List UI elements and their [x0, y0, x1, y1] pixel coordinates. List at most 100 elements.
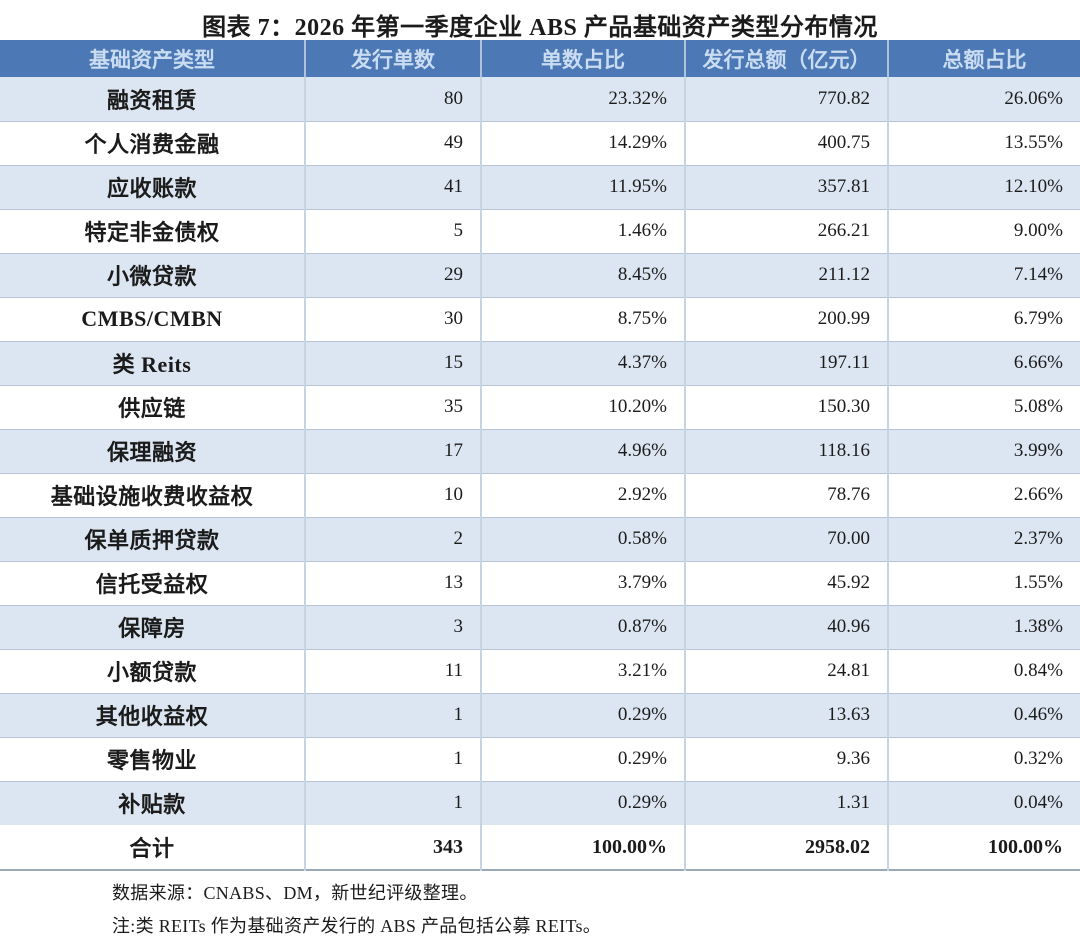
category-cell: 类 Reits	[0, 341, 306, 385]
footnotes: 数据来源：CNABS、DM，新世纪评级整理。 注:类 REITs 作为基础资产发…	[112, 884, 1080, 935]
column-header-count-share: 单数占比	[481, 40, 686, 77]
table-row: 保理融资 17 4.96% 118.16 3.99%	[0, 429, 1080, 473]
amount-share-cell: 0.46%	[1013, 704, 1063, 725]
count-share-cell: 10.20%	[481, 385, 686, 429]
table-row: 融资租赁 80 23.32% 770.82 26.06%	[0, 77, 1080, 121]
count-share-cell: 0.87%	[481, 605, 686, 649]
total-label-cell: 合计	[0, 825, 306, 870]
total-amount-cell: 118.16	[685, 429, 889, 473]
issue-count-cell: 3	[305, 605, 482, 649]
issue-count-cell: 17	[305, 429, 482, 473]
category-cell: 应收账款	[0, 165, 306, 209]
issue-count-cell: 30	[305, 297, 482, 341]
total-amount-cell: 45.92	[685, 561, 889, 605]
issue-count-cell: 1	[305, 737, 482, 781]
table-row: 供应链 35 10.20% 150.30 5.08%	[0, 385, 1080, 429]
table-row: 保单质押贷款 2 0.58% 70.00 2.37%	[0, 517, 1080, 561]
amount-share-cell: 6.66%	[1013, 352, 1063, 373]
category-cell: 融资租赁	[0, 77, 306, 121]
count-share-cell: 0.29%	[481, 693, 686, 737]
table-row: 类 Reits 15 4.37% 197.11 6.66%	[0, 341, 1080, 385]
issue-count-cell: 5	[305, 209, 482, 253]
table-row: 特定非金债权 5 1.46% 266.21 9.00%	[0, 209, 1080, 253]
total-amount-cell: 13.63	[685, 693, 889, 737]
count-share-cell: 4.37%	[481, 341, 686, 385]
amount-share-cell: 2.66%	[1013, 484, 1063, 505]
count-share-cell: 8.45%	[481, 253, 686, 297]
count-share-cell: 3.21%	[481, 649, 686, 693]
category-cell: 基础设施收费收益权	[0, 473, 306, 517]
count-share-cell: 23.32%	[481, 77, 686, 121]
column-header-amount-share: 总额占比	[888, 40, 1080, 77]
table-body: 融资租赁 80 23.32% 770.82 26.06% 个人消费金融 49 1…	[0, 77, 1080, 825]
table-row: 信托受益权 13 3.79% 45.92 1.55%	[0, 561, 1080, 605]
amount-share-cell: 0.04%	[1013, 792, 1063, 814]
category-cell: 小额贷款	[0, 649, 306, 693]
amount-share-cell: 12.10%	[1004, 176, 1063, 197]
count-share-cell: 8.75%	[481, 297, 686, 341]
issue-count-cell: 80	[305, 77, 482, 121]
amount-share-cell: 1.55%	[1013, 572, 1063, 593]
total-count-share-cell: 100.00%	[481, 825, 686, 870]
issue-count-cell: 1	[305, 781, 482, 825]
count-share-cell: 1.46%	[481, 209, 686, 253]
amount-share-cell: 2.37%	[1013, 528, 1063, 549]
count-share-cell: 14.29%	[481, 121, 686, 165]
count-share-cell: 3.79%	[481, 561, 686, 605]
issue-count-cell: 11	[305, 649, 482, 693]
total-row: 合计 343 100.00% 2958.02 100.00%	[0, 825, 1080, 870]
total-amount-cell: 1.31	[685, 781, 889, 825]
total-count-cell: 343	[305, 825, 482, 870]
count-share-cell: 0.29%	[481, 737, 686, 781]
data-source-note: 数据来源：CNABS、DM，新世纪评级整理。	[112, 883, 478, 903]
total-amount-cell: 78.76	[685, 473, 889, 517]
table-row: 零售物业 1 0.29% 9.36 0.32%	[0, 737, 1080, 781]
issue-count-cell: 41	[305, 165, 482, 209]
category-cell: 保理融资	[0, 429, 306, 473]
issue-count-cell: 15	[305, 341, 482, 385]
total-amount-cell: 70.00	[685, 517, 889, 561]
total-amount-cell: 200.99	[685, 297, 889, 341]
issue-count-cell: 35	[305, 385, 482, 429]
total-amount-cell: 266.21	[685, 209, 889, 253]
table-row: 小微贷款 29 8.45% 211.12 7.14%	[0, 253, 1080, 297]
category-cell: 特定非金债权	[0, 209, 306, 253]
amount-share-cell: 7.14%	[1013, 264, 1063, 285]
category-cell: 零售物业	[0, 737, 306, 781]
issue-count-cell: 29	[305, 253, 482, 297]
issue-count-cell: 10	[305, 473, 482, 517]
amount-share-cell: 6.79%	[1013, 308, 1063, 329]
table-row: 个人消费金融 49 14.29% 400.75 13.55%	[0, 121, 1080, 165]
amount-share-cell: 0.84%	[1013, 660, 1063, 681]
table-row: 应收账款 41 11.95% 357.81 12.10%	[0, 165, 1080, 209]
total-amount-cell: 770.82	[685, 77, 889, 121]
count-share-cell: 2.92%	[481, 473, 686, 517]
issue-count-cell: 49	[305, 121, 482, 165]
table-row: 保障房 3 0.87% 40.96 1.38%	[0, 605, 1080, 649]
total-amount-cell: 150.30	[685, 385, 889, 429]
remark-note: 注:类 REITs 作为基础资产发行的 ABS 产品包括公募 REITs。	[112, 916, 602, 936]
column-header-asset-type: 基础资产类型	[0, 40, 306, 77]
category-cell: 信托受益权	[0, 561, 306, 605]
asset-type-table: 基础资产类型 发行单数 单数占比 发行总额（亿元） 总额占比 融资租赁 80 2…	[0, 40, 1080, 871]
total-amount-cell: 40.96	[685, 605, 889, 649]
issue-count-cell: 1	[305, 693, 482, 737]
amount-share-cell: 1.38%	[1013, 616, 1063, 637]
category-cell: 供应链	[0, 385, 306, 429]
total-amount-cell: 24.81	[685, 649, 889, 693]
amount-share-cell: 0.32%	[1013, 748, 1063, 769]
table-row: 补贴款 1 0.29% 1.31 0.04%	[0, 781, 1080, 825]
total-amount-cell: 357.81	[685, 165, 889, 209]
table-row: 小额贷款 11 3.21% 24.81 0.84%	[0, 649, 1080, 693]
total-amount-cell: 2958.02	[685, 825, 889, 870]
count-share-cell: 0.58%	[481, 517, 686, 561]
amount-share-cell: 5.08%	[1013, 396, 1063, 417]
total-amount-cell: 211.12	[685, 253, 889, 297]
count-share-cell: 11.95%	[481, 165, 686, 209]
category-cell: 保障房	[0, 605, 306, 649]
table-row: 其他收益权 1 0.29% 13.63 0.46%	[0, 693, 1080, 737]
chart-title: 图表 7：2026 年第一季度企业 ABS 产品基础资产类型分布情况	[202, 15, 878, 41]
amount-share-cell: 9.00%	[1013, 220, 1063, 241]
header-row: 基础资产类型 发行单数 单数占比 发行总额（亿元） 总额占比	[0, 40, 1080, 77]
category-cell: CMBS/CMBN	[0, 297, 306, 341]
